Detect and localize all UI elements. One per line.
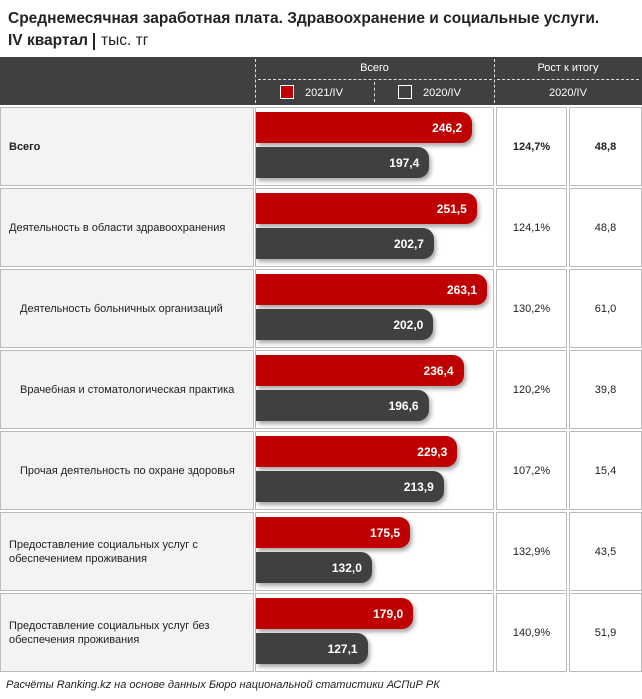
bar: 127,1 [256, 633, 368, 664]
growth-absolute: 48,8 [569, 188, 642, 267]
bar-cell [255, 593, 494, 672]
growth-percent: 124,7% [496, 107, 567, 186]
divider [258, 79, 492, 80]
growth-percent: 120,2% [496, 350, 567, 429]
bar-cell [255, 512, 494, 591]
divider [494, 59, 495, 103]
category-label: Предоставление социальных услуг с обеспе… [0, 512, 254, 591]
category-label: Всего [0, 107, 254, 186]
growth-absolute: 15,4 [569, 431, 642, 510]
divider [497, 79, 639, 80]
value-label: 202,7 [393, 236, 424, 251]
bar: 251,5 [256, 193, 477, 224]
divider [374, 82, 375, 102]
bar: 175,5 [256, 517, 411, 548]
legend-swatch [280, 85, 294, 99]
growth-absolute: 51,9 [569, 593, 642, 672]
category-label: Прочая деятельность по охране здоровья [0, 431, 254, 510]
bar: 246,2 [256, 112, 473, 143]
bar: 179,0 [256, 598, 414, 629]
header-band [0, 57, 642, 105]
bar-cell [255, 350, 494, 429]
value-label: 179,0 [373, 606, 404, 621]
growth-subheader: 2020/IV [549, 87, 587, 99]
growth-percent: 130,2% [496, 269, 567, 348]
value-label: 246,2 [432, 120, 463, 135]
bar: 202,0 [256, 309, 434, 340]
legend-label: 2021/IV [305, 87, 343, 99]
category-label: Врачебная и стоматологическая практика [0, 350, 254, 429]
value-label: 236,4 [423, 363, 454, 378]
bar: 197,4 [256, 147, 430, 178]
value-label: 132,0 [331, 560, 362, 575]
legend-label: 2020/IV [423, 87, 461, 99]
bar: 196,6 [256, 390, 429, 421]
growth-percent: 107,2% [496, 431, 567, 510]
value-label: 202,0 [393, 317, 424, 332]
bar: 213,9 [256, 471, 444, 502]
category-label: Деятельность больничных организаций [0, 269, 254, 348]
growth-header: Рост к итогу [537, 62, 599, 74]
growth-absolute: 61,0 [569, 269, 642, 348]
title: Среднемесячная заработная плата. Здравоо… [8, 10, 600, 27]
bar-cell [255, 269, 494, 348]
category-label: Предоставление социальных услуг без обес… [0, 593, 254, 672]
bar: 132,0 [256, 552, 372, 583]
value-label: 196,6 [388, 398, 419, 413]
growth-percent: 140,9% [496, 593, 567, 672]
growth-absolute: 43,5 [569, 512, 642, 591]
value-label: 175,5 [370, 525, 401, 540]
bar-cell [255, 188, 494, 267]
value-label: 127,1 [327, 641, 358, 656]
growth-percent: 132,9% [496, 512, 567, 591]
unit: тыс. тг [101, 32, 149, 49]
bar: 202,7 [256, 228, 434, 259]
separator [93, 33, 95, 50]
bar-cell [255, 431, 494, 510]
subtitle: IV квартал [8, 32, 88, 49]
value-label: 197,4 [389, 155, 420, 170]
value-label: 251,5 [436, 201, 467, 216]
growth-percent: 124,1% [496, 188, 567, 267]
growth-absolute: 48,8 [569, 107, 642, 186]
value-label: 213,9 [403, 479, 434, 494]
value-label: 263,1 [446, 282, 477, 297]
source: Расчёты Ranking.kz на основе данных Бюро… [6, 679, 440, 691]
bar: 263,1 [256, 274, 487, 305]
group-header: Всего [360, 62, 389, 74]
divider [255, 59, 256, 103]
category-label: Деятельность в области здравоохранения [0, 188, 254, 267]
growth-absolute: 39,8 [569, 350, 642, 429]
value-label: 229,3 [417, 444, 448, 459]
bar: 236,4 [256, 355, 464, 386]
legend-swatch [398, 85, 412, 99]
bar-cell [255, 107, 494, 186]
bar: 229,3 [256, 436, 458, 467]
